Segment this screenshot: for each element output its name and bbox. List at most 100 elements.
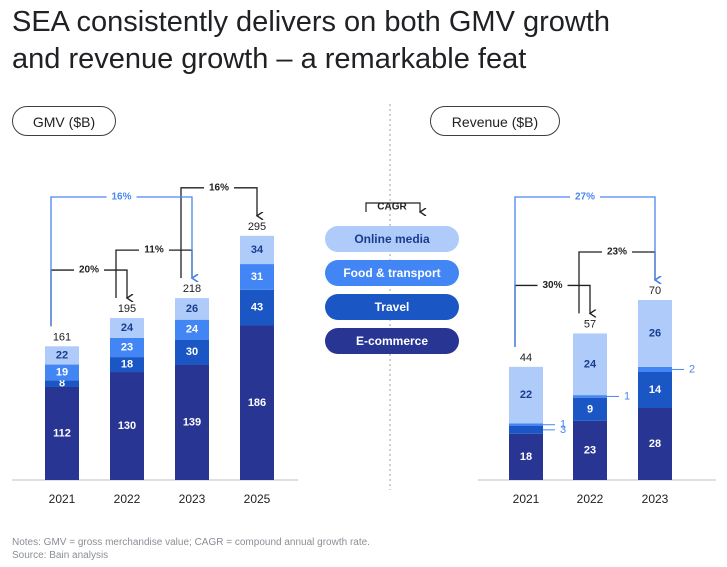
cagr-label-bg-2022-2023 bbox=[139, 243, 169, 258]
segment-label-2022: 23 bbox=[121, 342, 133, 354]
cagr-label-bg-2021-2023 bbox=[570, 190, 600, 204]
segment-label-outside-2021: 3 bbox=[560, 424, 566, 436]
total-label-2022: 195 bbox=[118, 303, 136, 315]
legend-pill-online-media bbox=[325, 226, 459, 252]
legend-label-food-transport: Food & transport bbox=[343, 266, 440, 280]
legend-label-online-media: Online media bbox=[354, 232, 430, 246]
segment-label-2022: 130 bbox=[118, 420, 136, 432]
segment-label-2023: 139 bbox=[183, 416, 201, 428]
segment-label-2025: 34 bbox=[251, 244, 264, 256]
legend-header: CAGR bbox=[377, 202, 407, 213]
bar-segment-online-media-2022 bbox=[573, 333, 607, 396]
legend-pill-food-transport bbox=[325, 260, 459, 286]
segment-label-2023: 26 bbox=[649, 327, 661, 339]
bar-segment-food-transport-2021 bbox=[509, 423, 543, 426]
segment-label-2021: 22 bbox=[520, 389, 532, 401]
revenue-pill: Revenue ($B) bbox=[430, 106, 560, 136]
bar-segment-travel-2021 bbox=[45, 380, 79, 387]
bar-segment-e-commerce-2021 bbox=[509, 433, 543, 480]
title-line-1: SEA consistently delivers on both GMV gr… bbox=[12, 6, 611, 38]
bar-segment-e-commerce-2023 bbox=[175, 364, 209, 480]
segment-label-2022: 24 bbox=[121, 322, 134, 334]
cagr-label-2021-2022: 20% bbox=[79, 265, 99, 276]
cagr-label-bg-2023-2025 bbox=[204, 180, 234, 195]
bar-segment-travel-2023 bbox=[638, 372, 672, 408]
bar-segment-online-media-2021 bbox=[509, 366, 543, 424]
bar-segment-food-transport-2022 bbox=[110, 337, 144, 358]
segment-label-2022: 24 bbox=[584, 358, 597, 370]
total-label-2025: 295 bbox=[248, 221, 266, 233]
cagr-label-bg-2021-2022 bbox=[74, 263, 104, 278]
cagr-label-2022-2023: 23% bbox=[607, 247, 627, 258]
bar-segment-travel-2023 bbox=[175, 339, 209, 365]
segment-label-outside-2022: 1 bbox=[624, 390, 630, 402]
bar-segment-food-transport-2023 bbox=[638, 366, 672, 372]
segment-label-2023: 14 bbox=[649, 384, 662, 396]
segment-label-2021: 8 bbox=[59, 378, 65, 390]
bar-segment-food-transport-2023 bbox=[175, 319, 209, 340]
total-label-2023: 70 bbox=[649, 285, 661, 297]
page-title: SEA consistently delivers on both GMV gr… bbox=[12, 4, 712, 78]
year-label-2023: 2023 bbox=[642, 492, 669, 506]
bar-segment-travel-2022 bbox=[110, 357, 144, 373]
bar-segment-online-media-2023 bbox=[175, 298, 209, 320]
legend-cagr-arrow bbox=[365, 202, 420, 212]
segment-label-2025: 186 bbox=[248, 397, 266, 409]
cagr-label-bg-2021-2022 bbox=[537, 278, 568, 293]
segment-label-2021: 112 bbox=[53, 427, 71, 439]
notes-text: Notes: GMV = gross merchandise value; CA… bbox=[12, 537, 370, 548]
year-label-2025: 2025 bbox=[244, 492, 271, 506]
year-label-2022: 2022 bbox=[577, 492, 604, 506]
segment-label-2021: 19 bbox=[56, 366, 68, 378]
cagr-label-2021-2022: 30% bbox=[542, 280, 562, 291]
segment-label-2025: 43 bbox=[251, 302, 263, 314]
bar-segment-travel-2022 bbox=[573, 397, 607, 421]
cagr-label-bg-2021-2023 bbox=[106, 190, 137, 204]
segment-label-2022: 23 bbox=[584, 444, 596, 456]
year-label-2021: 2021 bbox=[49, 492, 76, 506]
segment-label-2023: 30 bbox=[186, 346, 198, 358]
bar-segment-food-transport-2025 bbox=[240, 264, 274, 290]
bar-segment-e-commerce-2021 bbox=[45, 386, 79, 480]
total-label-2021: 44 bbox=[520, 352, 532, 364]
segment-label-outside-2023: 2 bbox=[689, 363, 695, 375]
segment-label-2023: 24 bbox=[186, 324, 199, 336]
bar-segment-online-media-2022 bbox=[110, 318, 144, 338]
bar-segment-online-media-2023 bbox=[638, 300, 672, 367]
cagr-label-2023-2025: 16% bbox=[209, 182, 229, 193]
segment-label-2021: 18 bbox=[520, 451, 532, 463]
total-label-2022: 57 bbox=[584, 318, 596, 330]
segment-label-2023: 26 bbox=[186, 303, 198, 315]
segment-label-2023: 28 bbox=[649, 438, 661, 450]
total-label-2023: 218 bbox=[183, 283, 201, 295]
bar-segment-e-commerce-2022 bbox=[110, 372, 144, 480]
legend-label-e-commerce: E-commerce bbox=[356, 334, 428, 348]
cagr-label-2021-2023: 27% bbox=[575, 192, 595, 203]
bar-segment-food-transport-2022 bbox=[573, 395, 607, 398]
year-label-2022: 2022 bbox=[114, 492, 141, 506]
bar-segment-e-commerce-2022 bbox=[573, 420, 607, 480]
year-label-2021: 2021 bbox=[513, 492, 540, 506]
legend-label-travel: Travel bbox=[375, 300, 410, 314]
segment-label-2025: 31 bbox=[251, 271, 263, 283]
source-text: Source: Bain analysis bbox=[12, 550, 109, 561]
segment-label-2022: 18 bbox=[121, 359, 133, 371]
total-label-2021: 161 bbox=[53, 331, 71, 343]
legend-pill-e-commerce bbox=[325, 328, 459, 354]
title-line-2: and revenue growth – a remarkable feat bbox=[12, 43, 527, 75]
bar-segment-e-commerce-2023 bbox=[638, 408, 672, 480]
bar-segment-e-commerce-2025 bbox=[240, 325, 274, 480]
cagr-label-2021-2023: 16% bbox=[111, 192, 131, 203]
bar-segment-travel-2025 bbox=[240, 289, 274, 326]
legend-pill-travel bbox=[325, 294, 459, 320]
bar-segment-food-transport-2021 bbox=[45, 364, 79, 381]
gmv-pill: GMV ($B) bbox=[12, 106, 116, 136]
cagr-label-bg-2022-2023 bbox=[602, 245, 632, 259]
segment-label-2021: 22 bbox=[56, 349, 68, 361]
bar-segment-online-media-2025 bbox=[240, 235, 274, 265]
bar-segment-online-media-2021 bbox=[45, 346, 79, 365]
segment-label-2022: 9 bbox=[587, 403, 593, 415]
segment-label-outside-2021: 1 bbox=[560, 419, 566, 431]
bar-segment-travel-2021 bbox=[509, 426, 543, 434]
